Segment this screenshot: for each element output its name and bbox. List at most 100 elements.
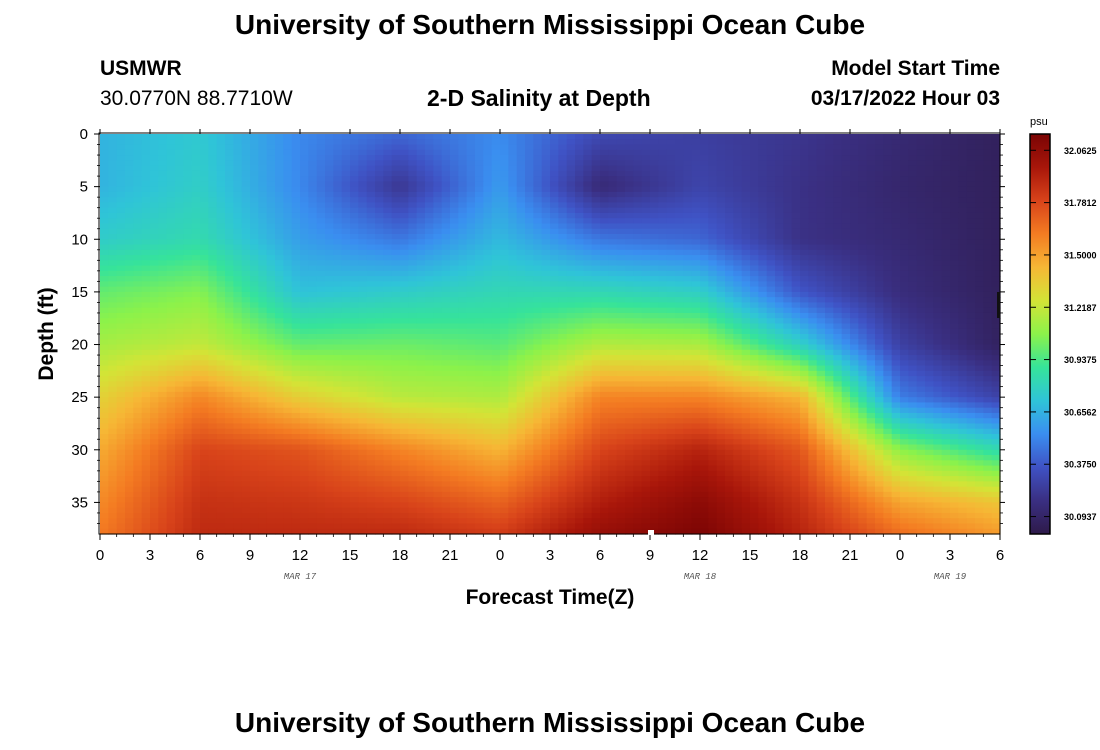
heatmap-cell xyxy=(391,212,401,219)
heatmap-cell xyxy=(641,212,651,219)
heatmap-cell xyxy=(108,307,118,314)
heatmap-cell xyxy=(641,276,651,282)
heatmap-cell xyxy=(658,318,668,325)
heatmap-cell xyxy=(408,207,418,214)
heatmap-cell xyxy=(316,176,326,182)
heatmap-cell xyxy=(975,165,984,172)
heatmap-cell xyxy=(825,207,834,214)
heatmap-cell xyxy=(716,291,726,298)
heatmap-cell xyxy=(383,365,393,372)
heatmap-cell xyxy=(283,349,293,356)
heatmap-cell xyxy=(825,307,834,314)
heatmap-cell xyxy=(350,328,359,335)
heatmap-cell xyxy=(891,239,901,246)
heatmap-cell xyxy=(116,186,126,193)
heatmap-cell xyxy=(150,344,159,351)
heatmap-cell xyxy=(441,134,451,140)
heatmap-cell xyxy=(883,170,893,177)
heatmap-cell xyxy=(566,144,576,151)
heatmap-cell xyxy=(866,218,876,225)
heatmap-cell xyxy=(908,302,918,309)
heatmap-cell xyxy=(783,312,793,319)
heatmap-cell xyxy=(366,328,376,335)
heatmap-cell xyxy=(266,297,276,304)
heatmap-cell xyxy=(683,355,693,361)
heatmap-cell xyxy=(791,307,801,314)
heatmap-cell xyxy=(808,165,818,172)
heatmap-cell xyxy=(150,255,159,261)
heatmap-cell xyxy=(633,281,643,288)
heatmap-cell xyxy=(883,276,893,282)
heatmap-cell xyxy=(191,344,201,351)
heatmap-cell xyxy=(758,144,768,151)
heatmap-cell xyxy=(166,265,176,272)
heatmap-cell xyxy=(283,276,293,282)
heatmap-cell xyxy=(783,228,793,235)
heatmap-cell xyxy=(491,260,501,267)
heatmap-cell xyxy=(641,244,651,251)
heatmap-cell xyxy=(108,239,118,246)
heatmap-cell xyxy=(991,349,1001,356)
heatmap-cell xyxy=(825,297,834,304)
heatmap-cell xyxy=(633,260,643,267)
heatmap-cell xyxy=(133,297,143,304)
heatmap-cell xyxy=(458,176,468,182)
heatmap-cell xyxy=(725,349,734,356)
heatmap-cell xyxy=(358,197,368,204)
heatmap-cell xyxy=(416,149,426,156)
heatmap-cell xyxy=(233,265,243,272)
heatmap-cell xyxy=(966,170,976,177)
heatmap-cell xyxy=(291,218,301,225)
heatmap-cell xyxy=(925,260,934,267)
heatmap-cell xyxy=(158,270,168,277)
heatmap-cell xyxy=(833,370,843,377)
heatmap-cell xyxy=(850,239,859,246)
heatmap-cell xyxy=(700,302,709,309)
heatmap-cell xyxy=(683,197,693,204)
heatmap-cell xyxy=(283,228,293,235)
heatmap-cell xyxy=(708,139,718,146)
heatmap-cell xyxy=(341,176,351,182)
heatmap-cell xyxy=(108,328,118,335)
heatmap-cell xyxy=(475,134,484,140)
heatmap-cell xyxy=(100,307,109,314)
heatmap-cell xyxy=(858,191,868,198)
heatmap-cell xyxy=(558,186,568,193)
heatmap-cell xyxy=(350,244,359,251)
heatmap-cell xyxy=(500,328,509,335)
heatmap-cell xyxy=(233,149,243,156)
heatmap-cell xyxy=(775,281,784,288)
heatmap-cell xyxy=(850,370,859,377)
heatmap-cell xyxy=(741,323,751,330)
heatmap-cell xyxy=(566,339,576,346)
heatmap-cell xyxy=(683,328,693,335)
heatmap-cell xyxy=(508,334,518,340)
heatmap-cell xyxy=(958,160,968,167)
heatmap-cell xyxy=(991,181,1001,188)
heatmap-cell xyxy=(766,207,776,214)
heatmap-cell xyxy=(233,197,243,204)
heatmap-cell xyxy=(775,276,784,282)
heatmap-cell xyxy=(475,291,484,298)
heatmap-cell xyxy=(383,334,393,340)
heatmap-cell xyxy=(941,202,951,209)
heatmap-cell xyxy=(858,160,868,167)
heatmap-cell xyxy=(733,318,743,325)
heatmap-cell xyxy=(200,307,209,314)
heatmap-cell xyxy=(675,160,684,167)
heatmap-cell xyxy=(466,291,476,298)
heatmap-cell xyxy=(433,360,443,367)
heatmap-cell xyxy=(641,249,651,256)
heatmap-cell xyxy=(783,181,793,188)
heatmap-cell xyxy=(816,144,826,151)
heatmap-cell xyxy=(866,249,876,256)
heatmap-cell xyxy=(266,281,276,288)
heatmap-cell xyxy=(150,155,159,161)
heatmap-cell xyxy=(216,276,226,282)
heatmap-cell xyxy=(541,228,551,235)
heatmap-cell xyxy=(150,144,159,151)
heatmap-cell xyxy=(608,344,618,351)
heatmap-cell xyxy=(683,349,693,356)
heatmap-cell xyxy=(308,339,318,346)
heatmap-cell xyxy=(408,234,418,240)
